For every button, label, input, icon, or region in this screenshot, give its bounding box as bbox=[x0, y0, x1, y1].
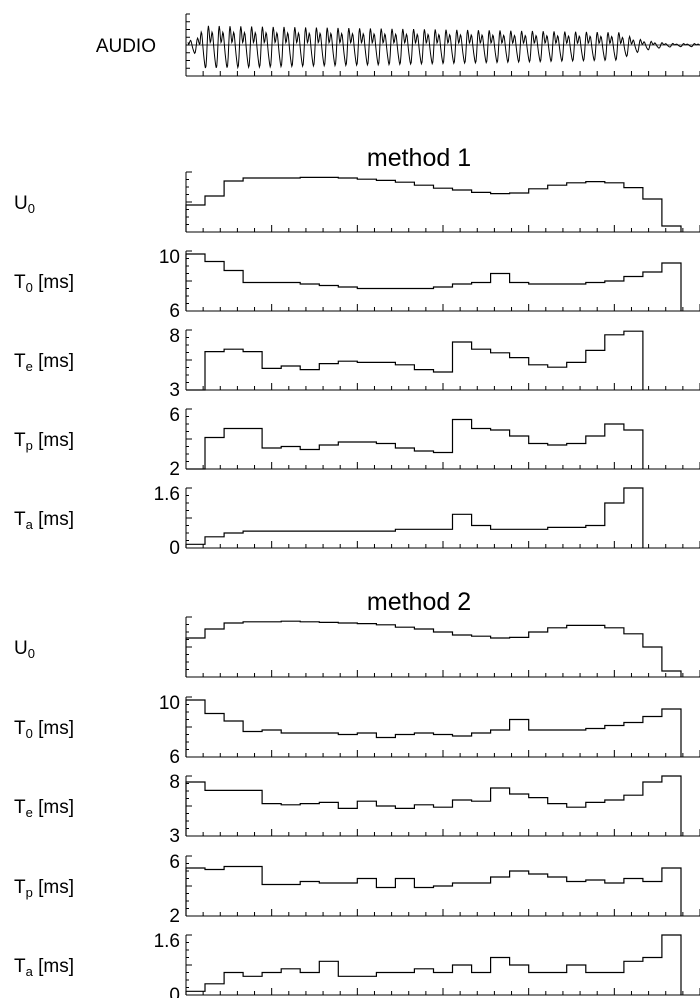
method1-te-series-line bbox=[186, 330, 644, 391]
method1-ta-series-line bbox=[185, 487, 644, 548]
method1-t0-label-sub: 0 bbox=[26, 280, 33, 295]
method2-t0-label: T0 [ms] bbox=[14, 718, 74, 741]
method2-ta-ytick-label: 0 bbox=[169, 985, 180, 998]
method2-t0-label-sub: 0 bbox=[26, 726, 33, 741]
method2-t0-label-unit: [ms] bbox=[33, 718, 74, 739]
method1-t0-label-unit: [ms] bbox=[33, 272, 74, 293]
method1-ta-ytick-label: 1.6 bbox=[154, 484, 180, 505]
method2-ta-label-sub: a bbox=[26, 964, 34, 979]
method1-ta-label: Ta [ms] bbox=[14, 509, 74, 532]
method1-te-ytick-label: 3 bbox=[169, 380, 180, 401]
method1-tp-label: Tp [ms] bbox=[14, 430, 74, 453]
method2-te-label-unit: [ms] bbox=[33, 797, 74, 818]
method2-ta-label-unit: [ms] bbox=[33, 956, 74, 977]
method1-title: method 1 bbox=[367, 144, 471, 172]
method1-te-label-unit: [ms] bbox=[33, 351, 74, 372]
method2-ta-ytick-label: 1.6 bbox=[154, 931, 180, 952]
method2-u0-label: U0 bbox=[14, 638, 35, 661]
method1-tp-ytick-label: 6 bbox=[169, 405, 180, 426]
method2-tp-ytick-label: 6 bbox=[169, 852, 180, 873]
method1-te-label: Te [ms] bbox=[14, 351, 74, 374]
method2-te-ytick-label: 3 bbox=[169, 826, 180, 847]
method1-tp-ytick-label: 2 bbox=[169, 459, 180, 480]
audio-waveform bbox=[187, 25, 700, 70]
method1-t0-ytick-label: 10 bbox=[159, 247, 180, 268]
method2-t0-ytick-label: 6 bbox=[169, 747, 180, 768]
method2-tp-label-unit: [ms] bbox=[33, 877, 74, 898]
method2-u0-series-line bbox=[185, 620, 682, 677]
method2-tp-series-line bbox=[185, 865, 682, 916]
method2-te-ytick-label: 8 bbox=[169, 772, 180, 793]
method1-tp-label-sub: p bbox=[26, 438, 33, 453]
method2-ta-label: Ta [ms] bbox=[14, 956, 74, 979]
method2-tp-label: Tp [ms] bbox=[14, 877, 74, 900]
audio-label: AUDIO bbox=[96, 36, 156, 57]
method1-t0-series-line bbox=[185, 253, 682, 311]
method2-u0-label-sub: 0 bbox=[28, 646, 35, 661]
method1-te-label-sub: e bbox=[26, 359, 33, 374]
method2-title: method 2 bbox=[367, 588, 471, 616]
method1-t0-ytick-label: 6 bbox=[169, 301, 180, 322]
method2-tp-ytick-label: 2 bbox=[169, 906, 180, 927]
method2-te-label-sub: e bbox=[26, 805, 33, 820]
method1-u0-label: U0 bbox=[14, 193, 35, 216]
method1-ta-label-unit: [ms] bbox=[33, 509, 74, 530]
method2-te-label: Te [ms] bbox=[14, 797, 74, 820]
method1-te-ytick-label: 8 bbox=[169, 326, 180, 347]
method1-u0-label-sub: 0 bbox=[28, 201, 35, 216]
method1-ta-ytick-label: 0 bbox=[169, 538, 180, 559]
method1-tp-label-unit: [ms] bbox=[33, 430, 74, 451]
method1-u0-series-line bbox=[185, 176, 682, 232]
method2-t0-series-line bbox=[185, 699, 682, 757]
method2-t0-ytick-label: 10 bbox=[159, 693, 180, 714]
method2-tp-label-sub: p bbox=[26, 885, 33, 900]
method1-tp-series-line bbox=[186, 418, 644, 470]
method1-t0-label: T0 [ms] bbox=[14, 272, 74, 295]
method1-ta-label-sub: a bbox=[26, 517, 34, 532]
method2-ta-series-line bbox=[185, 934, 682, 995]
method2-te-series-line bbox=[185, 775, 682, 836]
